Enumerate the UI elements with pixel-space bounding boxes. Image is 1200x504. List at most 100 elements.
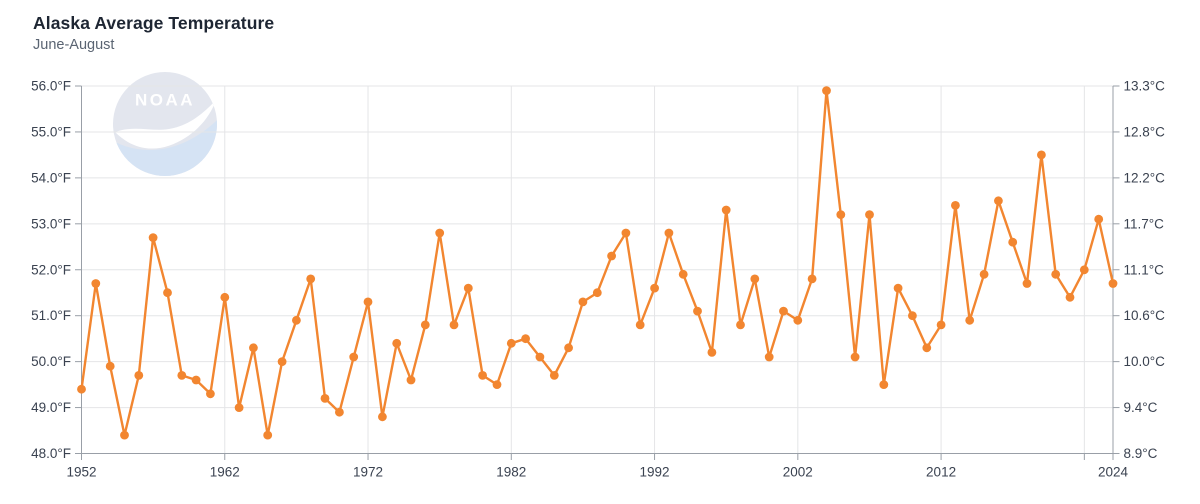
data-points	[77, 86, 1118, 440]
noaa-logo-text: NOAA	[135, 91, 195, 110]
data-point	[936, 320, 946, 330]
data-point	[1008, 237, 1018, 247]
chart-header: Alaska Average Temperature June-August	[33, 13, 274, 53]
data-point	[234, 403, 244, 412]
data-point	[249, 343, 258, 353]
data-point	[406, 375, 416, 385]
x-tick-label: 1972	[353, 465, 383, 480]
data-point	[994, 196, 1003, 206]
x-tick-label: 1952	[66, 465, 96, 480]
y-tick-label-c: 8.9°C	[1124, 446, 1158, 461]
y-tick-label-c: 13.3°C	[1124, 79, 1166, 94]
data-point	[764, 352, 774, 362]
y-tick-label-f: 56.0°F	[31, 79, 71, 94]
data-point	[1065, 292, 1075, 302]
data-point	[478, 371, 487, 380]
data-point	[707, 348, 717, 357]
data-point	[521, 334, 530, 344]
y-tick-label-c: 11.7°C	[1124, 216, 1165, 231]
x-tick-label: 1982	[496, 465, 526, 480]
y-tick-label-f: 55.0°F	[31, 124, 71, 139]
x-tick-label: 1992	[640, 465, 670, 480]
y-axis-fahrenheit-labels: 48.0°F 49.0°F 50.0°F 51.0°F 52.0°F 53.0°F 54.0…	[31, 79, 82, 461]
data-point	[105, 361, 115, 371]
x-tick-label: 2024	[1098, 465, 1129, 480]
x-axis-labels: 1952 1962 1972 1982 1992 2002 2012 2024	[66, 453, 1129, 480]
data-point	[1094, 214, 1104, 224]
data-point	[292, 315, 301, 325]
data-point	[435, 228, 445, 238]
data-point	[750, 274, 760, 284]
data-point	[893, 283, 903, 293]
data-point	[879, 380, 889, 389]
data-point	[363, 297, 373, 307]
y-tick-label-c: 12.2°C	[1124, 170, 1166, 185]
data-point	[134, 371, 144, 380]
data-point	[951, 201, 960, 210]
data-point	[807, 274, 817, 284]
data-point	[1079, 265, 1089, 275]
y-tick-label-c: 12.8°C	[1124, 124, 1166, 139]
data-point	[779, 306, 788, 316]
x-tick-label: 1962	[210, 465, 240, 480]
y-tick-label-f: 48.0°F	[31, 446, 71, 461]
data-point	[378, 412, 387, 422]
data-point	[392, 338, 402, 348]
data-point	[979, 269, 989, 279]
data-point	[506, 338, 516, 348]
data-point	[564, 343, 573, 353]
data-point	[865, 210, 874, 220]
data-point	[607, 251, 616, 261]
data-point	[836, 210, 846, 220]
data-point	[721, 205, 731, 215]
y-tick-label-f: 52.0°F	[31, 262, 71, 277]
y-tick-label-f: 54.0°F	[31, 170, 71, 185]
y-axis-celsius-labels: 8.9°C 9.4°C 10.0°C 10.6°C 11.1°C 11.7°C 12.2°C…	[1113, 79, 1166, 461]
noaa-logo: NOAA	[113, 72, 217, 176]
data-line	[80, 89, 1115, 437]
data-point	[349, 352, 359, 362]
data-point	[822, 86, 831, 95]
data-point	[850, 352, 860, 362]
data-point	[306, 274, 316, 284]
chart-subtitle: June-August	[33, 37, 115, 53]
data-point	[120, 430, 129, 440]
data-point	[1037, 150, 1046, 160]
data-point	[535, 352, 545, 362]
data-point	[206, 389, 215, 399]
data-point	[163, 288, 172, 298]
data-point	[693, 306, 702, 316]
data-point	[621, 228, 631, 238]
data-point	[177, 371, 187, 380]
data-point	[91, 279, 101, 288]
y-tick-label-f: 50.0°F	[31, 354, 71, 369]
data-point	[664, 228, 674, 238]
chart-title: Alaska Average Temperature	[33, 13, 275, 33]
data-point	[592, 288, 602, 298]
data-point	[1108, 279, 1118, 288]
data-point	[492, 380, 502, 389]
data-point	[463, 283, 473, 293]
y-tick-label-c: 10.6°C	[1124, 308, 1166, 323]
y-tick-label-c: 10.0°C	[1124, 354, 1166, 369]
data-point	[922, 343, 932, 353]
data-point	[220, 292, 230, 302]
x-tick-label: 2002	[783, 465, 813, 480]
data-point	[77, 384, 86, 394]
data-point	[263, 430, 273, 440]
data-point	[335, 407, 344, 417]
y-tick-label-c: 9.4°C	[1124, 400, 1158, 415]
data-point	[965, 315, 975, 325]
data-point	[449, 320, 459, 330]
data-point	[420, 320, 430, 330]
data-point	[736, 320, 745, 330]
data-point	[191, 375, 201, 385]
data-point	[908, 311, 917, 321]
gridlines	[81, 85, 1113, 454]
data-point	[650, 283, 659, 293]
y-tick-label-c: 11.1°C	[1124, 262, 1165, 277]
data-point	[578, 297, 588, 307]
y-tick-label-f: 51.0°F	[31, 308, 71, 323]
y-tick-label-f: 49.0°F	[31, 400, 71, 415]
